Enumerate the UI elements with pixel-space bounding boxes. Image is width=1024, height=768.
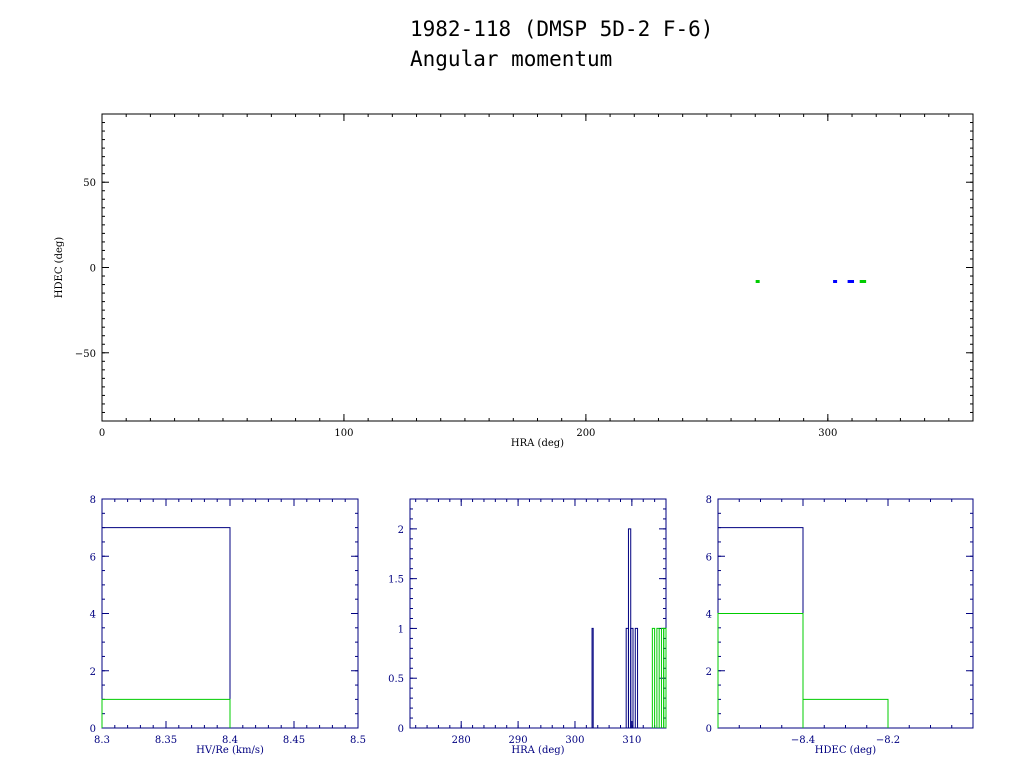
- plot2-x-tick-label: 8.3: [94, 735, 110, 746]
- plot1-x-tick-label: 200: [576, 428, 595, 439]
- plot3-histogram-bar: [630, 627, 634, 728]
- plot3-histogram-bar: [656, 627, 660, 728]
- plot3-y-tick-label: 1: [398, 624, 404, 635]
- plot4-y-tick-label: 6: [706, 552, 712, 563]
- plot3-frame: [409, 498, 667, 729]
- plot4-x-axis-label: HDEC (deg): [815, 745, 876, 756]
- plot2-x-tick-label: 8.4: [222, 735, 238, 746]
- plot4-histogram-bar: [717, 527, 804, 728]
- plot3-x-tick-label: 280: [452, 735, 471, 746]
- plot1-point: [847, 279, 852, 283]
- plot3-x-tick-label: 310: [622, 735, 641, 746]
- plot4-y-tick-label: 4: [706, 610, 712, 621]
- plot2-x-tick-label: 8.45: [283, 735, 305, 746]
- title-block: 1982-118 (DMSP 5D-2 F-6) Angular momentu…: [410, 14, 713, 74]
- plot2-y-tick-label: 0: [90, 724, 96, 735]
- plot1-y-tick-label: −50: [75, 349, 96, 360]
- plot2-x-tick-label: 8.5: [350, 735, 366, 746]
- plot4-histogram-bar: [717, 613, 804, 728]
- plot3-histogram-bar: [651, 627, 656, 728]
- plot1-y-tick-label: 0: [90, 264, 96, 275]
- plot3-x-tick-label: 290: [509, 735, 528, 746]
- plot1-y-axis-label: HDEC (deg): [54, 237, 65, 298]
- plot2-histogram-bar: [101, 527, 231, 728]
- plot1-x-tick-label: 0: [99, 428, 105, 439]
- plot4-histogram-bar: [802, 698, 889, 728]
- plot2-y-tick-label: 6: [90, 552, 96, 563]
- plot1-point: [859, 279, 864, 283]
- plot3-histogram-bar: [634, 627, 639, 728]
- plot3-histogram-bar: [663, 627, 667, 728]
- plot4-x-tick-label: −8.4: [791, 735, 815, 746]
- plot4-x-tick-label: −8.2: [876, 735, 900, 746]
- plot1-point: [755, 279, 760, 283]
- plot1-point: [862, 279, 867, 283]
- plot3-histogram-bar: [591, 627, 594, 728]
- plot4-y-tick-label: 0: [706, 724, 712, 735]
- plot4-y-tick-label: 2: [706, 667, 712, 678]
- plot3-y-tick-label: 0.5: [388, 674, 404, 685]
- plot1-y-tick-label: 50: [83, 178, 96, 189]
- plot1-point: [833, 279, 838, 283]
- plot2-y-tick-label: 2: [90, 667, 96, 678]
- plot1-x-tick-label: 300: [818, 428, 837, 439]
- plot2-x-axis-label: HV/Re (km/s): [196, 745, 264, 756]
- plot1-frame: [101, 113, 974, 422]
- plot3-x-tick-label: 300: [565, 735, 584, 746]
- plot3-y-tick-label: 0: [398, 724, 404, 735]
- chart-subtitle: Angular momentum: [410, 47, 613, 71]
- plot2-y-tick-label: 4: [90, 610, 96, 621]
- plot3-x-axis-label: HRA (deg): [511, 745, 564, 756]
- plot3-y-tick-label: 1.5: [388, 575, 404, 586]
- plot2-histogram-bar: [101, 698, 231, 728]
- plot4-y-tick-label: 8: [706, 495, 712, 506]
- plot2-y-tick-label: 8: [90, 495, 96, 506]
- plot3-y-tick-label: 2: [398, 525, 404, 536]
- plot1-point: [850, 279, 855, 283]
- plot1-x-tick-label: 100: [334, 428, 353, 439]
- plot2-x-tick-label: 8.35: [155, 735, 177, 746]
- plot1-x-axis-label: HRA (deg): [511, 438, 564, 449]
- chart-title: 1982-118 (DMSP 5D-2 F-6): [410, 17, 714, 41]
